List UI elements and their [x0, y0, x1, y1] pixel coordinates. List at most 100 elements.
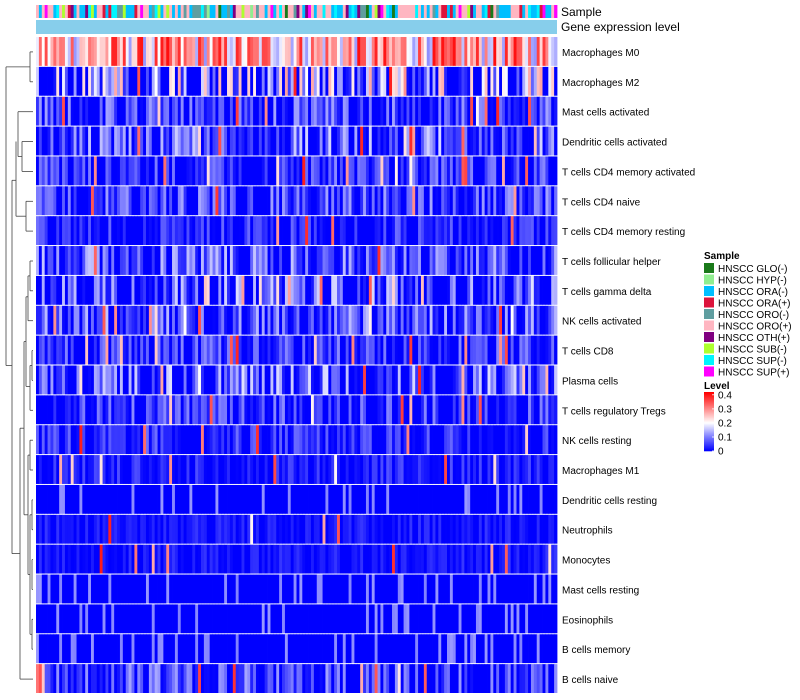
heatmap-cell — [160, 156, 164, 186]
heatmap-cell — [177, 365, 182, 395]
heatmap-cell — [82, 484, 86, 514]
heatmap-cell — [322, 425, 326, 455]
heatmap-cell — [522, 365, 526, 395]
heatmap-cell — [380, 246, 384, 275]
heatmap-cell — [499, 484, 503, 514]
heatmap-cell — [73, 514, 77, 544]
heatmap-cell — [400, 514, 404, 544]
heatmap-cell — [287, 96, 292, 126]
heatmap-cell — [90, 37, 95, 66]
heatmap-cell — [67, 186, 72, 216]
heatmap-cell — [203, 96, 208, 126]
heatmap-cell — [195, 186, 199, 216]
heatmap-cell — [533, 664, 538, 693]
heatmap-cell — [218, 455, 222, 484]
heatmap-cell — [50, 66, 54, 96]
heatmap-cell — [134, 514, 138, 544]
heatmap-cell — [221, 156, 225, 186]
heatmap-cell — [128, 455, 132, 484]
heatmap-cell — [470, 634, 474, 664]
heatmap-cell — [267, 514, 271, 544]
heatmap-cell — [287, 126, 292, 156]
heatmap-cell — [305, 664, 309, 693]
heatmap-cell — [461, 186, 465, 216]
heatmap-cell — [273, 484, 277, 514]
heatmap-cell — [383, 634, 387, 664]
heatmap-cell — [487, 275, 491, 305]
heatmap-cell — [189, 186, 193, 216]
heatmap-cell — [490, 126, 494, 156]
heatmap-cell — [328, 574, 332, 604]
heatmap-cell — [224, 305, 228, 335]
heatmap-cell — [157, 186, 161, 216]
heatmap-cell — [276, 365, 280, 395]
heatmap-cell — [50, 634, 54, 664]
heatmap-cell — [354, 425, 358, 455]
heatmap-cell — [180, 156, 185, 186]
heatmap-cell — [348, 544, 352, 574]
heatmap-cell — [125, 275, 130, 305]
heatmap-cell — [348, 514, 352, 544]
heatmap-cell — [114, 275, 118, 305]
heatmap-cell — [435, 634, 439, 664]
heatmap-cell — [374, 156, 378, 186]
heatmap-cell — [47, 275, 51, 305]
heatmap-cell — [386, 186, 390, 216]
heatmap-cell — [279, 335, 283, 365]
heatmap-cell — [339, 544, 344, 574]
heatmap-cell — [169, 305, 173, 335]
heatmap-cell — [345, 604, 349, 634]
level-legend-gradient-step — [704, 410, 714, 412]
heatmap-cell — [41, 544, 46, 574]
heatmap-cell — [510, 96, 514, 126]
heatmap-cell — [212, 425, 216, 455]
heatmap-cell — [36, 246, 40, 275]
heatmap-cell — [70, 455, 75, 484]
heatmap-cell — [513, 514, 517, 544]
heatmap-cell — [435, 395, 439, 425]
heatmap-cell — [41, 514, 46, 544]
heatmap-cell — [227, 455, 231, 484]
heatmap-cell — [282, 335, 286, 365]
heatmap-cell — [513, 604, 517, 634]
heatmap-cell — [415, 186, 419, 216]
heatmap-cell — [212, 275, 216, 305]
heatmap-cell — [447, 664, 451, 693]
heatmap-cell — [131, 246, 135, 275]
heatmap-cell — [235, 126, 240, 156]
level-legend-gradient-step — [704, 445, 714, 447]
heatmap-cell — [174, 664, 179, 693]
heatmap-cell — [244, 275, 248, 305]
heatmap-cell — [273, 395, 277, 425]
heatmap-cell — [59, 246, 63, 275]
heatmap-cell — [386, 574, 390, 604]
heatmap-cell — [478, 365, 483, 395]
sample-annotation-cell — [397, 5, 402, 18]
heatmap-cell — [174, 335, 179, 365]
heatmap-cell — [348, 395, 352, 425]
heatmap-cell — [114, 514, 118, 544]
heatmap-cell — [510, 634, 514, 664]
heatmap-cell — [140, 96, 144, 126]
heatmap-cell — [368, 514, 373, 544]
level-legend-gradient-step — [704, 426, 714, 428]
heatmap-cell — [261, 37, 266, 66]
level-legend-gradient-step — [704, 399, 714, 402]
heatmap-cell — [493, 66, 497, 96]
heatmap-cell — [250, 574, 254, 604]
heatmap-cell — [221, 395, 225, 425]
heatmap-cell — [180, 305, 185, 335]
heatmap-cell — [296, 335, 300, 365]
sample-annotation-cell — [85, 5, 89, 18]
heatmap-cell — [412, 66, 416, 96]
heatmap-cell — [53, 514, 57, 544]
heatmap-cell — [96, 246, 101, 275]
heatmap-cell — [458, 66, 462, 96]
heatmap-cell — [169, 186, 173, 216]
heatmap-cell — [250, 365, 254, 395]
heatmap-cell — [44, 275, 48, 305]
heatmap-cell — [536, 186, 541, 216]
heatmap-cell — [131, 395, 135, 425]
heatmap-cell — [525, 96, 529, 126]
heatmap-cell — [519, 544, 523, 574]
